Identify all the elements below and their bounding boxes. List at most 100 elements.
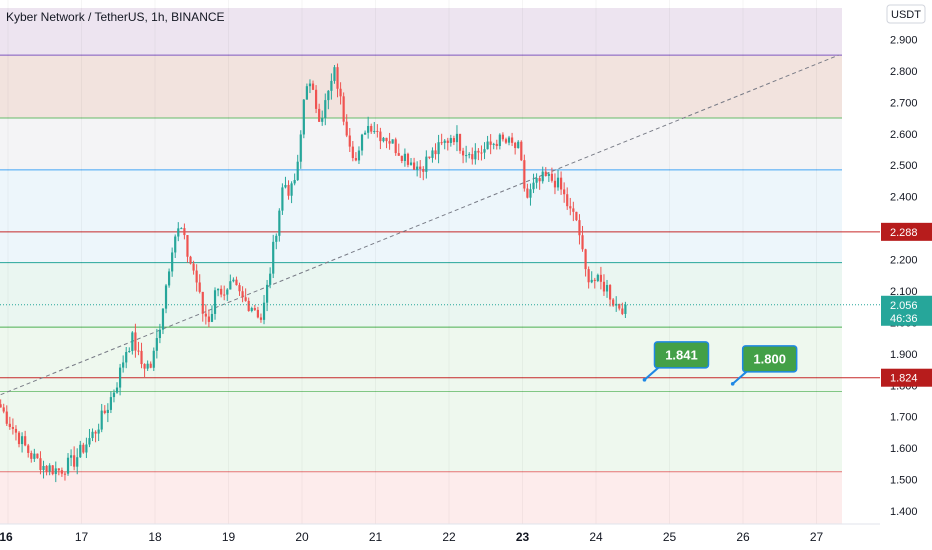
- candle-body: [192, 263, 195, 271]
- price-tick-label: 1.500: [890, 475, 918, 487]
- candle: [293, 173, 296, 186]
- candle: [198, 274, 201, 294]
- candle: [137, 341, 140, 356]
- candle: [492, 142, 495, 150]
- candle-body: [336, 67, 339, 89]
- candle-body: [14, 428, 18, 433]
- candle: [431, 147, 434, 163]
- candle-body: [471, 154, 474, 160]
- candle-body: [517, 141, 520, 149]
- candle-body: [339, 88, 342, 97]
- candle: [60, 467, 63, 477]
- candle-body: [69, 455, 73, 458]
- chart-title: Kyber Network / TetherUS, 1h, BINANCE: [6, 10, 225, 24]
- candle: [109, 391, 112, 414]
- time-axis-panel[interactable]: [0, 524, 880, 550]
- candle: [517, 140, 520, 149]
- candle-body: [63, 473, 67, 475]
- candle: [308, 79, 312, 94]
- candle: [91, 428, 94, 442]
- candle: [486, 135, 489, 150]
- candle: [391, 139, 394, 144]
- callout-anchor-dot: [730, 382, 735, 386]
- candle: [612, 298, 615, 307]
- candle-body: [526, 188, 529, 198]
- candle-body: [477, 150, 480, 153]
- target-callout[interactable]: 1.800: [730, 345, 798, 386]
- candle-body: [241, 291, 244, 298]
- price-zone: [0, 118, 842, 170]
- candle-body: [226, 289, 229, 295]
- candle-body: [504, 139, 508, 143]
- candle: [97, 423, 100, 442]
- candle: [489, 134, 492, 155]
- candle: [48, 463, 51, 476]
- candle-body: [569, 206, 572, 209]
- candle: [376, 124, 379, 138]
- candle-body: [198, 282, 201, 292]
- price-zones: [0, 8, 842, 527]
- candle: [256, 306, 259, 319]
- candle: [544, 167, 547, 177]
- candle-body: [152, 350, 155, 368]
- candle-body: [149, 363, 152, 368]
- candle-body: [385, 137, 388, 142]
- trendline-segment[interactable]: [0, 54, 839, 396]
- candle-body: [556, 177, 560, 188]
- time-tick-label: 17: [75, 530, 89, 544]
- candle-body: [167, 271, 171, 286]
- candle-body: [180, 228, 183, 230]
- candle: [333, 65, 336, 84]
- candle: [115, 382, 119, 394]
- candle-body: [541, 171, 544, 182]
- candle: [449, 134, 452, 147]
- trendline[interactable]: [0, 54, 839, 396]
- candle-body: [535, 178, 538, 183]
- target-callout[interactable]: 1.841: [642, 341, 710, 382]
- candle-body: [559, 177, 563, 190]
- callout-box: [653, 341, 710, 369]
- currency-badge[interactable]: USDT: [886, 4, 926, 24]
- candle: [360, 133, 364, 156]
- candle-body: [122, 362, 125, 368]
- candle: [103, 405, 106, 415]
- time-tick-label: 18: [148, 530, 162, 544]
- candle-body: [94, 431, 97, 434]
- target-callouts[interactable]: 1.841 1.800: [642, 341, 798, 386]
- candle: [370, 123, 373, 134]
- candle-body: [100, 410, 103, 430]
- candle: [354, 152, 357, 162]
- candle-body: [367, 125, 370, 133]
- candle: [498, 133, 501, 150]
- price-axis-panel[interactable]: [880, 0, 932, 550]
- candle-body: [575, 211, 578, 221]
- candle: [403, 148, 406, 167]
- candle-body: [523, 160, 526, 189]
- candle-body: [293, 180, 296, 184]
- candle: [572, 201, 575, 222]
- candle-body: [155, 338, 158, 351]
- candle: [284, 176, 287, 189]
- candle: [287, 180, 290, 200]
- candle-body: [210, 313, 214, 322]
- candle-body: [615, 303, 618, 306]
- candle-body: [20, 436, 24, 445]
- price-tick-label: 2.600: [890, 129, 918, 141]
- candle: [529, 183, 532, 206]
- candle: [36, 453, 39, 459]
- candle: [204, 304, 207, 325]
- candle: [379, 127, 382, 150]
- candle-body: [223, 294, 226, 296]
- candle: [514, 141, 517, 155]
- candle-body: [498, 134, 501, 147]
- candle: [400, 155, 403, 164]
- candle: [73, 446, 76, 471]
- candle: [477, 148, 480, 161]
- candle: [593, 277, 596, 289]
- candle-body: [566, 194, 569, 207]
- candle-body: [137, 350, 140, 352]
- candle-body: [394, 139, 397, 154]
- candle-body: [216, 288, 220, 291]
- candle-body: [161, 308, 165, 330]
